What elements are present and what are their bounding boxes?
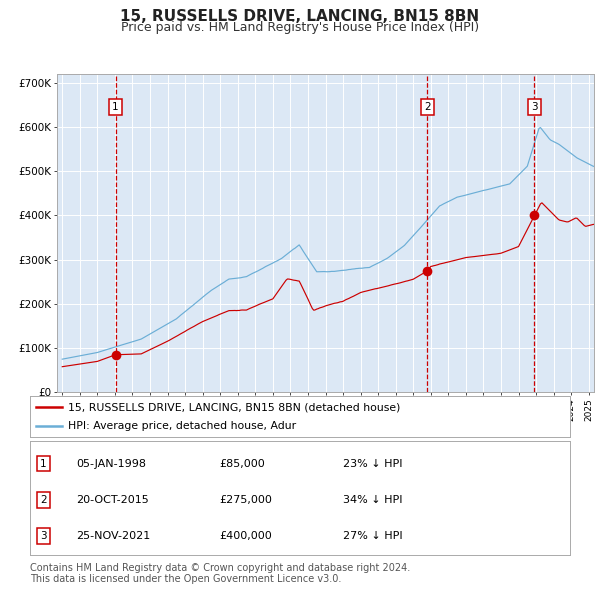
- Text: 23% ↓ HPI: 23% ↓ HPI: [343, 458, 403, 468]
- Text: 25-NOV-2021: 25-NOV-2021: [76, 532, 150, 542]
- Text: £400,000: £400,000: [219, 532, 272, 542]
- Text: 15, RUSSELLS DRIVE, LANCING, BN15 8BN: 15, RUSSELLS DRIVE, LANCING, BN15 8BN: [121, 9, 479, 24]
- Text: HPI: Average price, detached house, Adur: HPI: Average price, detached house, Adur: [68, 421, 296, 431]
- Text: 3: 3: [40, 532, 47, 542]
- Text: 15, RUSSELLS DRIVE, LANCING, BN15 8BN (detached house): 15, RUSSELLS DRIVE, LANCING, BN15 8BN (d…: [68, 402, 400, 412]
- Text: 34% ↓ HPI: 34% ↓ HPI: [343, 495, 403, 505]
- Text: 27% ↓ HPI: 27% ↓ HPI: [343, 532, 403, 542]
- Text: Price paid vs. HM Land Registry's House Price Index (HPI): Price paid vs. HM Land Registry's House …: [121, 21, 479, 34]
- Text: 3: 3: [531, 102, 538, 112]
- Text: 05-JAN-1998: 05-JAN-1998: [76, 458, 146, 468]
- Text: 2: 2: [40, 495, 47, 505]
- Text: 1: 1: [40, 458, 47, 468]
- Text: 2: 2: [424, 102, 431, 112]
- Text: This data is licensed under the Open Government Licence v3.0.: This data is licensed under the Open Gov…: [30, 575, 341, 584]
- Text: £85,000: £85,000: [219, 458, 265, 468]
- Text: 20-OCT-2015: 20-OCT-2015: [76, 495, 149, 505]
- Text: 1: 1: [112, 102, 119, 112]
- Text: Contains HM Land Registry data © Crown copyright and database right 2024.: Contains HM Land Registry data © Crown c…: [30, 563, 410, 572]
- Text: £275,000: £275,000: [219, 495, 272, 505]
